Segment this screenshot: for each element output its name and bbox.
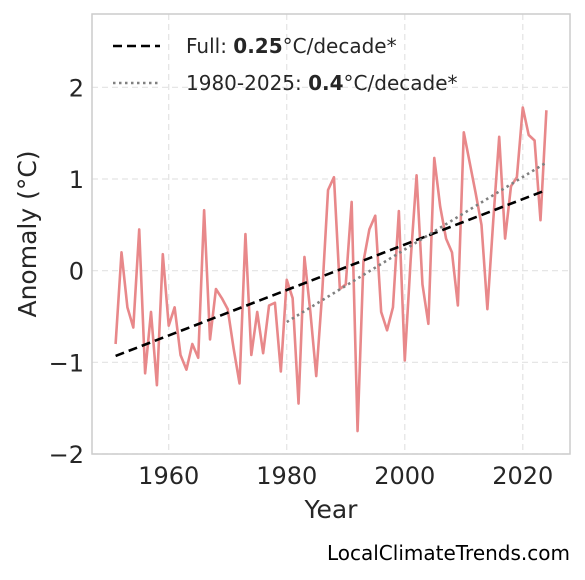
x-tick-label: 2020 — [492, 462, 553, 490]
y-tick-label: 1 — [69, 166, 84, 194]
source-credit: LocalClimateTrends.com — [327, 541, 570, 565]
legend: Full: 0.25°C/decade* 1980-2025: 0.4°C/de… — [113, 34, 458, 95]
legend-entry-full: Full: 0.25°C/decade* — [186, 34, 397, 58]
series-line-anomaly — [114, 106, 548, 433]
y-tick-label: 2 — [69, 74, 84, 102]
x-axis-title: Year — [304, 495, 359, 524]
series-line-trend-recent — [286, 161, 548, 324]
y-tick-label: −1 — [49, 349, 84, 377]
plot-frame — [91, 13, 571, 455]
legend-full-value: 0.25 — [233, 34, 282, 58]
legend-full-suffix: °C/decade* — [283, 34, 397, 58]
legend-entry-recent: 1980-2025: 0.4°C/decade* — [186, 71, 458, 95]
x-tick-label: 2000 — [374, 462, 435, 490]
grid-lines — [92, 14, 570, 455]
legend-full-prefix: Full: — [186, 34, 233, 58]
legend-recent-value: 0.4 — [308, 71, 343, 95]
y-tick-label: 0 — [69, 258, 84, 286]
x-tick-label: 1980 — [256, 462, 317, 490]
tick-labels: 1960 1980 2000 2020 −2 −1 0 1 2 — [49, 74, 554, 490]
x-tick-label: 1960 — [138, 462, 199, 490]
y-tick-label: −2 — [49, 441, 84, 469]
series-layer — [114, 106, 548, 433]
legend-recent-suffix: °C/decade* — [344, 71, 458, 95]
series-line-trend-full — [115, 188, 547, 358]
y-axis-title: Anomaly (°C) — [13, 150, 42, 317]
legend-recent-prefix: 1980-2025: — [186, 71, 308, 95]
